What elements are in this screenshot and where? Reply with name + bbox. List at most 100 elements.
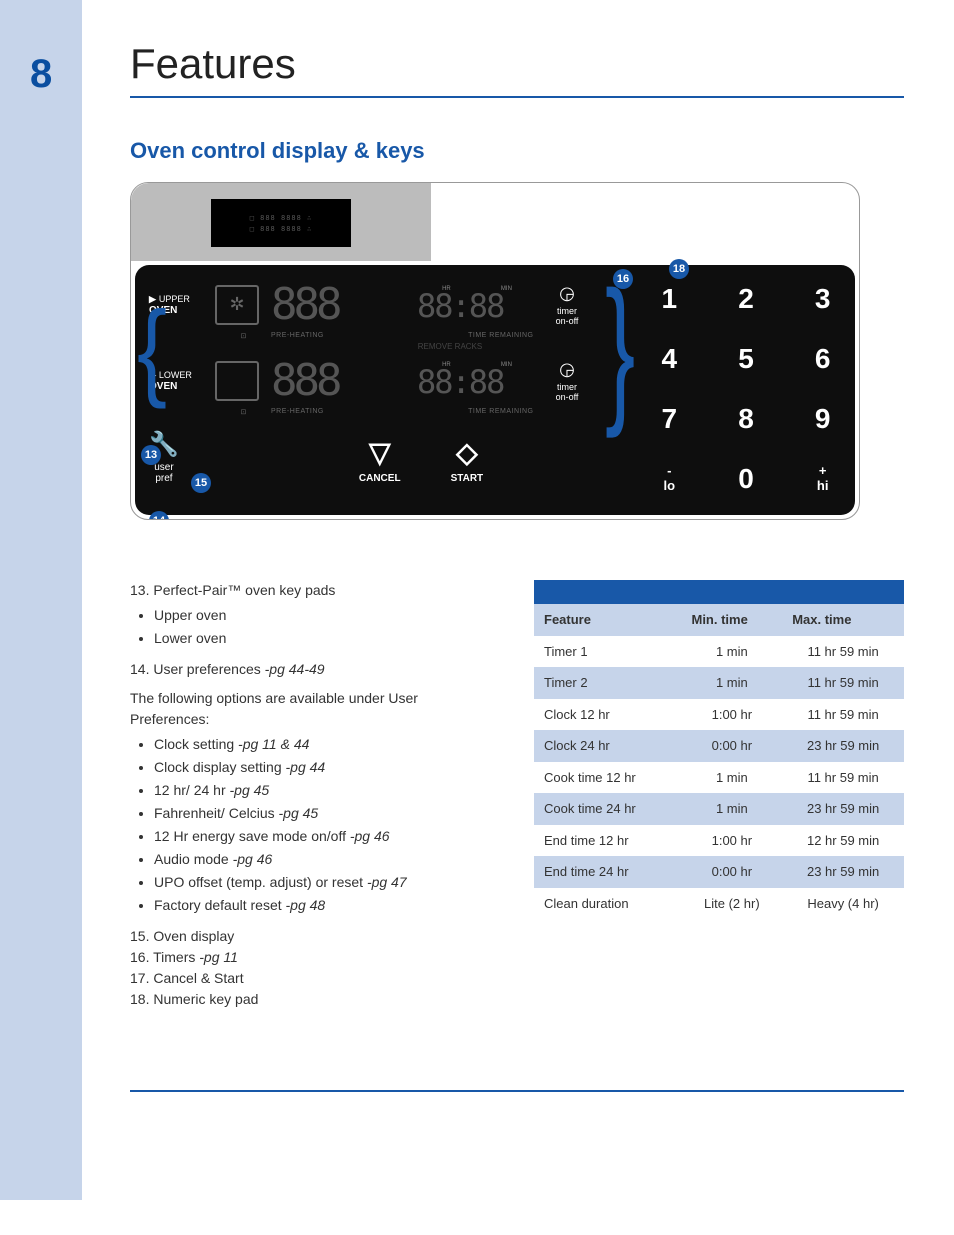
list-sub-item: Lower oven [154, 628, 494, 649]
table-cell: 23 hr 59 min [782, 730, 904, 762]
cancel-icon: ▽ [359, 436, 401, 469]
keypad-8[interactable]: 8 [728, 403, 765, 435]
table-cell: 1 min [681, 793, 782, 825]
table-cell: Clock 24 hr [534, 730, 681, 762]
start-button[interactable]: ◇ START [451, 436, 484, 484]
numeric-keypad: 1 2 3 4 5 6 7 8 9 -lo 0 +hi [651, 283, 841, 495]
table-cell: Timer 1 [534, 636, 681, 668]
list-item: 17. Cancel & Start [130, 968, 494, 989]
keypad-2[interactable]: 2 [728, 283, 765, 315]
feature-table: Feature Min. time Max. time Timer 11 min… [534, 580, 904, 919]
keypad-9[interactable]: 9 [804, 403, 841, 435]
upper-status-row: . DOOR ⊡ PRE-HEATING STAGE 1 2 3 TIME RE… [149, 332, 631, 340]
table-cell: End time 12 hr [534, 825, 681, 857]
table-cell: 11 hr 59 min [782, 699, 904, 731]
callout-15: 15 [191, 473, 211, 493]
table-header: Max. time [782, 604, 904, 636]
fan-icon: ✲ [215, 285, 259, 325]
table-row: Cook time 24 hr1 min23 hr 59 min [534, 793, 904, 825]
list-sub-item: Clock display setting -pg 44 [154, 757, 494, 778]
table-header: Feature [534, 604, 681, 636]
keypad-3[interactable]: 3 [804, 283, 841, 315]
start-icon: ◇ [451, 436, 484, 469]
list-sub-item: Fahrenheit/ Celcius -pg 45 [154, 803, 494, 824]
table-row: Clock 24 hr0:00 hr23 hr 59 min [534, 730, 904, 762]
list-item: 18. Numeric key pad [130, 989, 494, 1010]
table-cell: Heavy (4 hr) [782, 888, 904, 920]
table-cell: 1 min [681, 762, 782, 794]
table-row: Timer 21 min11 hr 59 min [534, 667, 904, 699]
time-segment: 88:88 [417, 292, 537, 321]
mini-lcd-row: □ 888 8888 ∴ [215, 214, 347, 222]
table-cell: Cook time 24 hr [534, 793, 681, 825]
cancel-button[interactable]: ▽ CANCEL [359, 436, 401, 484]
control-panel-figure: □ 888 8888 ∴ □ 888 8888 ∴ { { 13 14 15 1… [130, 182, 860, 520]
temp-segment: 888 [271, 285, 411, 325]
timer-icon: ◶ [543, 283, 591, 304]
table-cell: Clock 12 hr [534, 699, 681, 731]
table-row: End time 24 hr0:00 hr23 hr 59 min [534, 856, 904, 888]
keypad-0[interactable]: 0 [728, 463, 765, 495]
lower-oven-row: ▶LOWER OVEN 888 HRMIN 88:88 ◶ timeron-of… [149, 359, 631, 402]
brace-icon: { [137, 296, 167, 404]
list-sub-item: Audio mode -pg 46 [154, 849, 494, 870]
timer-button[interactable]: ◶ timeron-off [543, 283, 591, 326]
table-cell: 12 hr 59 min [782, 825, 904, 857]
page-number: 8 [30, 52, 52, 97]
mini-lcd: □ 888 8888 ∴ □ 888 8888 ∴ [211, 199, 351, 247]
keypad-1[interactable]: 1 [651, 283, 688, 315]
table-row: Timer 11 min11 hr 59 min [534, 636, 904, 668]
timer-icon: ◶ [543, 359, 591, 380]
lower-status-row: . DOOR ⊡ PRE-HEATING STAGE 1 2 3 TIME RE… [149, 408, 631, 416]
keypad-4[interactable]: 4 [651, 343, 688, 375]
callout-13: 13 [141, 445, 161, 465]
panel-top-bezel: □ 888 8888 ∴ □ 888 8888 ∴ [131, 183, 431, 261]
table-row: Clock 12 hr1:00 hr11 hr 59 min [534, 699, 904, 731]
table-cell: 23 hr 59 min [782, 856, 904, 888]
list-sub-item: UPO offset (temp. adjust) or reset -pg 4… [154, 872, 494, 893]
keypad-7[interactable]: 7 [651, 403, 688, 435]
table-header: Min. time [681, 604, 782, 636]
table-cell: 0:00 hr [681, 730, 782, 762]
keypad-6[interactable]: 6 [804, 343, 841, 375]
section-heading: Oven control display & keys [130, 138, 904, 164]
oven-box-icon [215, 361, 259, 401]
brace-icon: { [605, 269, 635, 431]
legend-column: 13. Perfect-Pair™ oven key pads Upper ov… [130, 580, 494, 1010]
callout-16: 16 [613, 269, 633, 289]
keypad-lo[interactable]: -lo [651, 463, 688, 495]
table-row: Clean durationLite (2 hr)Heavy (4 hr) [534, 888, 904, 920]
table-cell: Timer 2 [534, 667, 681, 699]
list-sub-item: 12 hr/ 24 hr -pg 45 [154, 780, 494, 801]
list-item: 14. User preferences -pg 44-49 [130, 659, 494, 680]
page-title: Features [130, 40, 904, 88]
list-sub-item: Upper oven [154, 605, 494, 626]
callout-18: 18 [669, 259, 689, 279]
table-cell: 23 hr 59 min [782, 793, 904, 825]
table-cell: End time 24 hr [534, 856, 681, 888]
table-header-bar [534, 580, 904, 604]
footer-rule [130, 1090, 904, 1092]
table-cell: 11 hr 59 min [782, 667, 904, 699]
table-cell: 1 min [681, 667, 782, 699]
list-item: 13. Perfect-Pair™ oven key pads [130, 580, 494, 601]
time-segment: 88:88 [417, 368, 537, 397]
title-rule [130, 96, 904, 98]
list-sub-item: 12 Hr energy save mode on/off -pg 46 [154, 826, 494, 847]
remove-racks-label: REMOVE RACKS [269, 342, 631, 351]
upper-oven-row: ▶UPPER OVEN ✲ 888 HRMIN 88:88 ◶ timeron-… [149, 283, 631, 326]
panel-main: { { 13 14 15 16 17 18 ▶UPPER OVEN ✲ [135, 265, 855, 515]
list-sub-item: Factory default reset -pg 48 [154, 895, 494, 916]
keypad-hi[interactable]: +hi [804, 463, 841, 495]
table-cell: Clean duration [534, 888, 681, 920]
temp-segment: 888 [271, 361, 411, 401]
feature-table-column: Feature Min. time Max. time Timer 11 min… [534, 580, 904, 1010]
timer-button[interactable]: ◶ timeron-off [543, 359, 591, 402]
left-margin-band [0, 0, 82, 1200]
mini-lcd-row: □ 888 8888 ∴ [215, 225, 347, 233]
keypad-5[interactable]: 5 [728, 343, 765, 375]
table-row: Cook time 12 hr1 min11 hr 59 min [534, 762, 904, 794]
table-cell: 1:00 hr [681, 825, 782, 857]
table-cell: 1:00 hr [681, 699, 782, 731]
table-cell: 11 hr 59 min [782, 762, 904, 794]
